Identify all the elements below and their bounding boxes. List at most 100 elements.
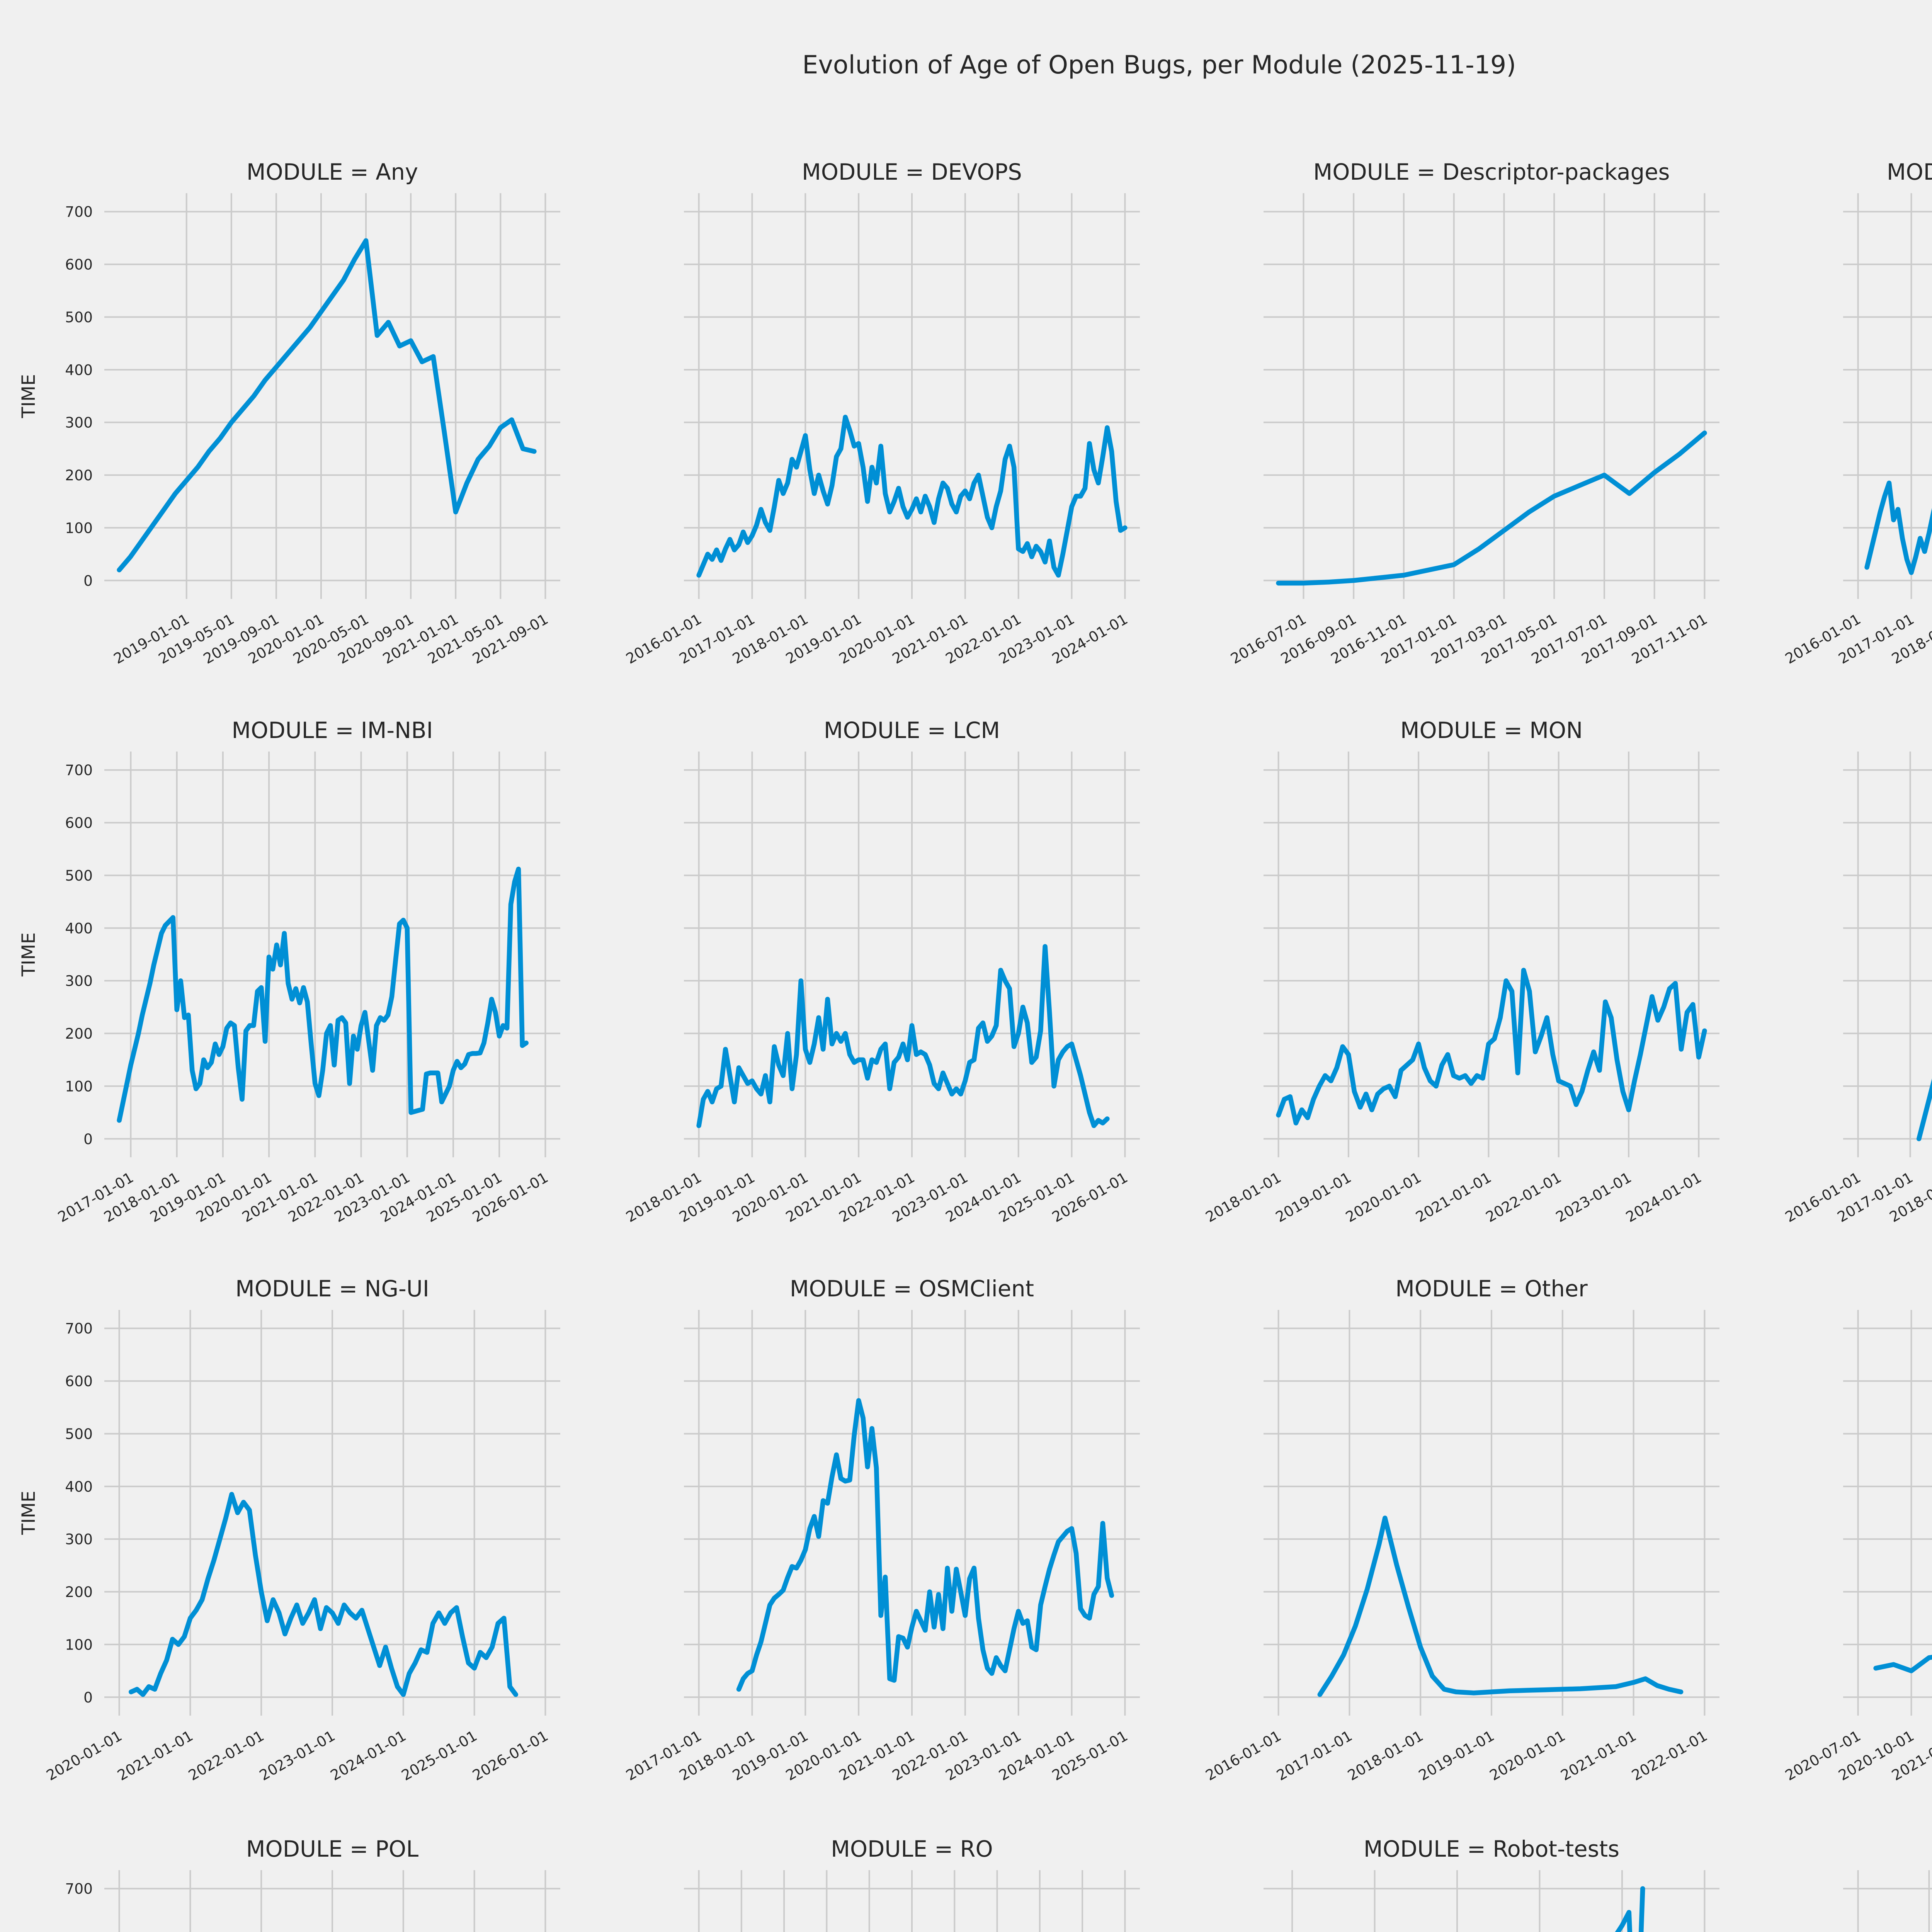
grid [1843, 769, 1932, 1140]
x-tick-label: 2022-01-01 [185, 1727, 267, 1784]
x-tick-label: 2022-01-01 [1483, 1169, 1564, 1226]
grid [1843, 1888, 1932, 1889]
series-line [1873, 1655, 1932, 1673]
y-tick-label: 400 [65, 361, 93, 378]
subplot-title: MODULE = Any [247, 159, 418, 185]
grid [1264, 1888, 1719, 1889]
subplot-module-osmclient: 2017-01-012018-01-012019-01-012020-01-01… [623, 1276, 1140, 1784]
subplot-module-devops: 2016-01-012017-01-012018-01-012019-01-01… [623, 159, 1140, 667]
grid [1843, 1327, 1932, 1698]
x-tick-label: 2017-01-01 [1274, 1727, 1355, 1784]
x-tick-labels: 2016-01-012017-01-012018-01-012019-01-01… [698, 1870, 1126, 1932]
x-tick-label: 2018-01-01 [1345, 1727, 1426, 1784]
y-tick-label: 700 [65, 762, 93, 779]
y-tick-label: 600 [65, 1373, 93, 1390]
y-axis-label: TIME [18, 374, 39, 418]
subplot-module-mon: 2018-01-012019-01-012020-01-012021-01-01… [1202, 718, 1719, 1226]
subplot-module-robot-tests: 2021-01-012022-01-012023-01-012024-01-01… [1264, 1836, 1719, 1932]
y-axis-label: TIME [18, 1491, 39, 1535]
x-tick-labels: 2021-01-012022-01-012023-01-012024-01-01… [1291, 1870, 1706, 1932]
subplot-title: MODULE = OSMClient [790, 1276, 1034, 1302]
y-tick-labels: 0 100 200 300 400 500 600 700 [65, 762, 93, 1148]
y-tick-label: 300 [65, 973, 93, 990]
subplot-module-pol: 2018-01-012019-01-012020-01-012021-01-01… [65, 1836, 560, 1932]
y-tick-label: 500 [65, 867, 93, 884]
x-tick-label: 2025-01-01 [398, 1727, 480, 1784]
y-tick-label: 600 [65, 815, 93, 832]
y-tick-label: 300 [65, 414, 93, 431]
subplot-title: MODULE = IM-NBI [231, 718, 433, 743]
x-tick-label: 2023-01-01 [1553, 1169, 1634, 1226]
subplot-title: MODULE = Documentation / Wiki [1887, 159, 1932, 185]
y-tick-label: 200 [65, 1583, 93, 1600]
y-tick-label: 700 [65, 1320, 93, 1337]
series-line [1317, 1515, 1684, 1697]
x-tick-label: 2020-01-01 [1343, 1169, 1424, 1226]
y-axis-label: TIME [18, 932, 39, 977]
subplot-module-documentation-wiki: 2016-01-012017-01-012018-01-012019-01-01… [1782, 159, 1932, 667]
subplot-title: MODULE = Other [1395, 1276, 1588, 1302]
subplot-title: MODULE = DEVOPS [802, 159, 1022, 185]
x-tick-label: 2021-01-01 [114, 1727, 196, 1784]
series-line [1615, 1886, 1645, 1932]
y-tick-label: 600 [65, 256, 93, 273]
x-tick-label: 2019-01-01 [1416, 1727, 1497, 1784]
x-tick-label: 2021-01-01 [1413, 1169, 1494, 1226]
subplot-title: MODULE = NG-UI [235, 1276, 429, 1302]
grid [1264, 769, 1719, 1140]
x-tick-label: 2020-01-01 [43, 1727, 125, 1784]
y-tick-label: 100 [65, 1636, 93, 1653]
series-line [1916, 1078, 1932, 1141]
y-tick-label: 100 [65, 519, 93, 536]
figure-title: Evolution of Age of Open Bugs, per Modul… [802, 52, 1516, 81]
subplot-module-ro: 2016-01-012017-01-012018-01-012019-01-01… [684, 1836, 1140, 1932]
y-tick-label: 700 [65, 1880, 93, 1897]
x-tick-labels: 2018-01-012019-01-012020-01-012021-01-01… [118, 1870, 546, 1932]
y-tick-label: 0 [83, 1689, 93, 1706]
y-tick-label: 100 [65, 1078, 93, 1095]
subplot-module-pla: 2020-07-012020-10-012021-01-012021-04-01… [1782, 1310, 1932, 1784]
series-line [736, 1398, 1114, 1692]
y-tick-labels: 0 100 200 300 400 500 600 700 [65, 1320, 93, 1706]
subplot-module-lcm: 2018-01-012019-01-012020-01-012021-01-01… [623, 718, 1140, 1226]
x-tick-label: 2024-01-01 [1623, 1169, 1704, 1226]
y-tick-label: 400 [65, 920, 93, 937]
y-tick-label: 200 [65, 467, 93, 484]
grid [1843, 211, 1932, 582]
x-tick-label: 2023-01-01 [257, 1727, 338, 1784]
x-tick-label: 2024-01-01 [328, 1727, 409, 1784]
x-tick-label: 2016-01-01 [1202, 1727, 1284, 1784]
y-tick-label: 0 [83, 1131, 93, 1148]
subplot-title: MODULE = POL [246, 1836, 418, 1862]
y-tick-label: 200 [65, 1025, 93, 1042]
subplot-module-n2vc: 2016-01-012017-01-012018-01-012019-01-01… [1782, 752, 1932, 1226]
y-tick-label: 500 [65, 1425, 93, 1442]
x-tick-label: 2022-01-01 [1629, 1727, 1710, 1784]
series-line [1864, 480, 1932, 575]
subplot-title: MODULE = RO [831, 1836, 993, 1862]
x-tick-labels: 2016-01-012017-01-012018-01-012019-01-01… [1857, 1870, 1930, 1932]
series-line [117, 866, 529, 1123]
x-tick-label: 2020-01-01 [1487, 1727, 1568, 1784]
y-tick-label: 300 [65, 1531, 93, 1548]
y-tick-label: 700 [65, 203, 93, 220]
series-line [128, 1492, 519, 1697]
subplot-title: MODULE = Robot-tests [1364, 1836, 1619, 1862]
subplot-title: MODULE = LCM [824, 718, 1000, 743]
y-tick-label: 400 [65, 1478, 93, 1495]
subplot-module-any: 2019-01-012019-05-012019-09-012020-01-01… [18, 159, 560, 667]
subplot-module-descriptor-packages: 2016-07-012016-09-012016-11-012017-01-01… [1228, 159, 1719, 667]
series-line [696, 415, 1128, 578]
x-tick-label: 2026-01-01 [469, 1727, 551, 1784]
subplot-module-unknown: 2016-01-012017-01-012018-01-012019-01-01… [1843, 1870, 1932, 1932]
x-tick-label: 2018-01-01 [1202, 1169, 1284, 1226]
subplot-module-ng-ui: 2020-01-012021-01-012022-01-012023-01-01… [18, 1276, 560, 1784]
grid [104, 211, 560, 582]
subplot-module-other: 2016-01-012017-01-012018-01-012019-01-01… [1202, 1276, 1719, 1784]
series-line [117, 238, 537, 573]
y-tick-label: 0 [83, 572, 93, 589]
